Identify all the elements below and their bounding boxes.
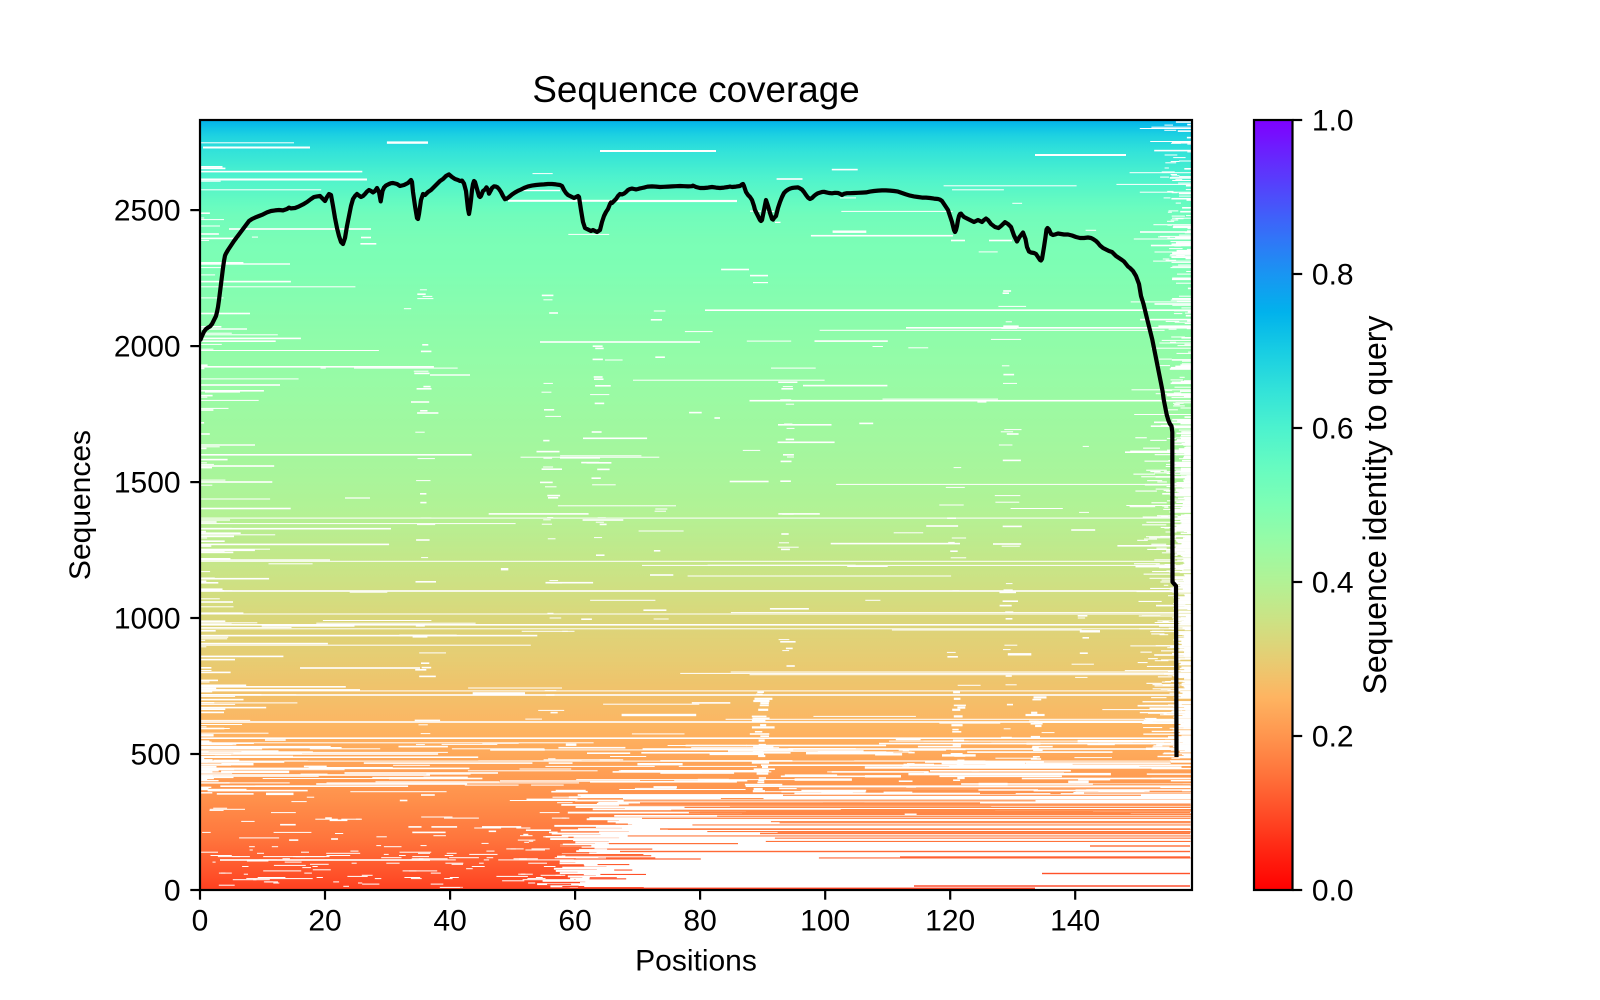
svg-text:Sequence coverage: Sequence coverage [532,69,859,110]
svg-text:40: 40 [433,904,466,937]
svg-text:60: 60 [558,904,591,937]
svg-text:1000: 1000 [114,602,181,635]
svg-text:Positions: Positions [635,945,757,978]
svg-text:0: 0 [164,874,181,907]
svg-text:0.2: 0.2 [1312,720,1354,753]
svg-text:0: 0 [192,904,209,937]
svg-text:140: 140 [1050,904,1100,937]
svg-text:2000: 2000 [114,331,181,364]
svg-text:80: 80 [683,904,716,937]
svg-text:120: 120 [925,904,975,937]
svg-text:0.8: 0.8 [1312,258,1354,291]
svg-text:0.6: 0.6 [1312,412,1354,445]
svg-text:500: 500 [131,738,181,771]
svg-text:Sequences: Sequences [64,430,97,580]
svg-text:100: 100 [800,904,850,937]
svg-text:20: 20 [308,904,341,937]
svg-text:1500: 1500 [114,467,181,500]
svg-text:0.0: 0.0 [1312,874,1354,907]
svg-text:2500: 2500 [114,195,181,228]
svg-text:0.4: 0.4 [1312,566,1354,599]
svg-text:Sequence identity to query: Sequence identity to query [1357,316,1393,695]
svg-text:1.0: 1.0 [1312,104,1354,137]
